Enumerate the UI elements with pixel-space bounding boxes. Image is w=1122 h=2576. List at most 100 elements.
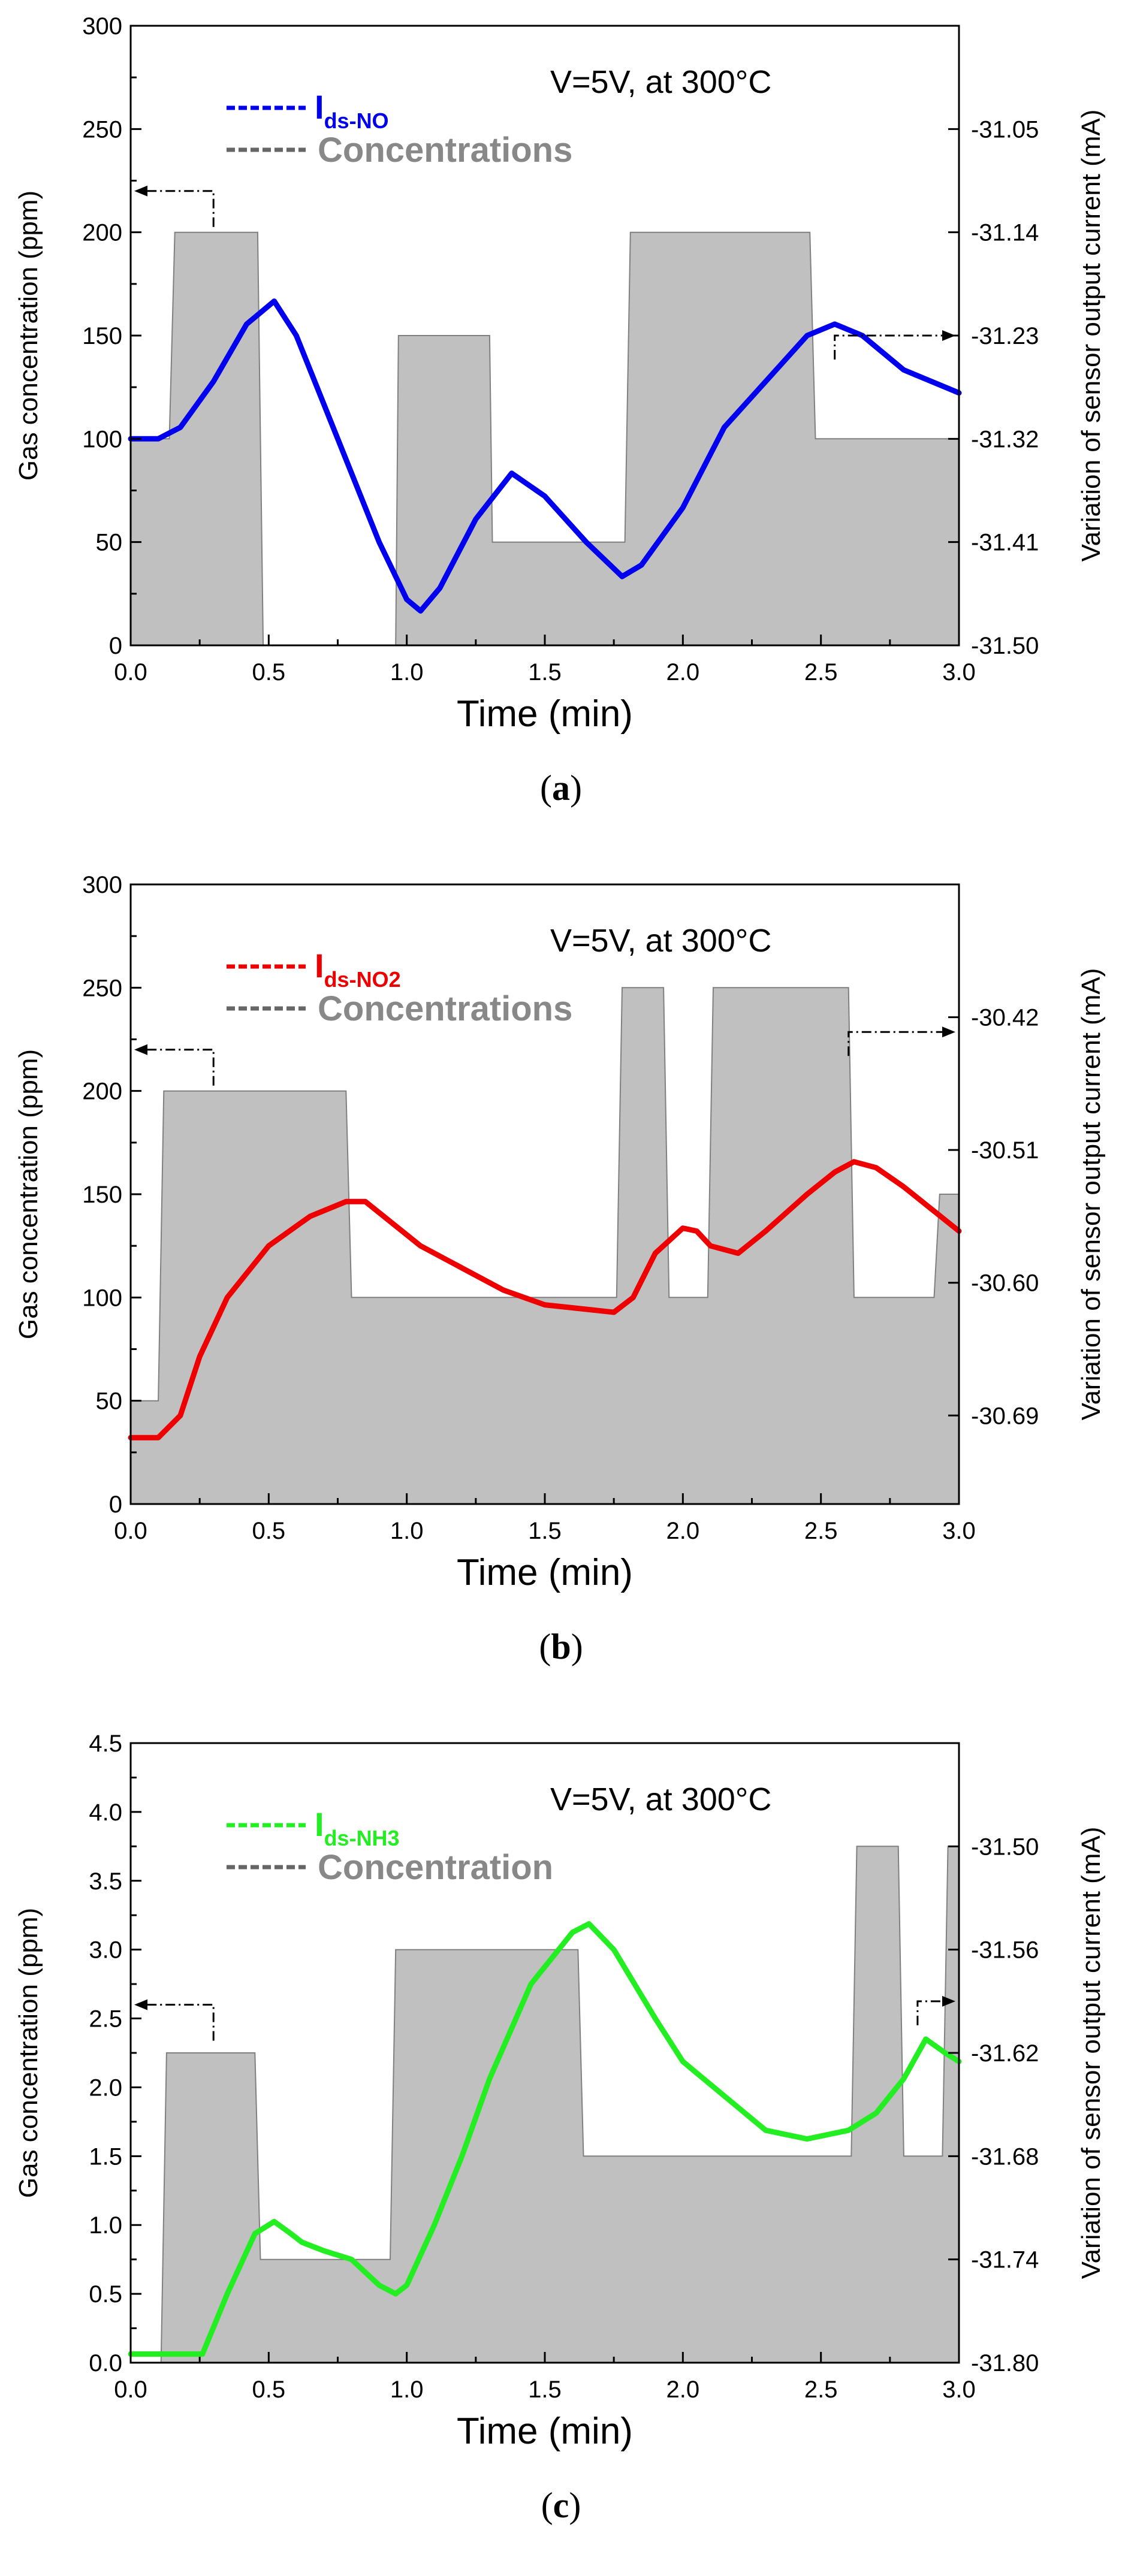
condition-annotation: V=5V, at 300°C <box>550 1781 771 1817</box>
right-axis-arrow <box>847 1031 946 1056</box>
caption-open-paren: ( <box>539 1627 551 1666</box>
legend-conc-label: Concentrations <box>318 989 572 1028</box>
y-tick-label: 50 <box>96 530 123 556</box>
concentration-area <box>130 231 960 646</box>
right-arrowhead <box>942 1026 955 1038</box>
legend-current-sub: ds-NH3 <box>324 1826 400 1850</box>
condition-annotation: V=5V, at 300°C <box>550 923 771 959</box>
y-axis-title: Gas concentration (ppm) <box>14 1908 43 2198</box>
y-tick-label: 4.5 <box>89 1731 122 1757</box>
x-tick-label: 2.0 <box>666 1518 700 1544</box>
x-tick-label: 1.5 <box>528 659 562 685</box>
x-tick-label: 3.0 <box>942 1518 976 1544</box>
y2-tick-label: -31.80 <box>971 2350 1039 2376</box>
x-tick-label: 0.0 <box>114 1518 147 1544</box>
y-tick-label: 150 <box>82 1182 122 1208</box>
x-tick-label: 1.0 <box>390 2376 424 2403</box>
y-tick-label: 300 <box>82 13 122 40</box>
legend-current-main: I <box>315 88 324 126</box>
x-tick-label: 0.0 <box>114 659 147 685</box>
x-tick-label: 1.5 <box>528 2376 562 2403</box>
y2-tick-label: -30.42 <box>971 1005 1039 1031</box>
y-tick-label: 3.5 <box>89 1868 122 1895</box>
y2-tick-label: -31.41 <box>971 530 1039 556</box>
y-tick-label: 200 <box>82 1079 122 1105</box>
y2-tick-label: -31.32 <box>971 426 1039 452</box>
y-tick-label: 4.0 <box>89 1799 122 1826</box>
x-axis-title: Time (min) <box>457 1552 633 1593</box>
y2-tick-label: -31.50 <box>971 633 1039 659</box>
x-tick-label: 2.5 <box>804 659 838 685</box>
caption-close-paren: ) <box>569 2486 581 2525</box>
y-tick-label: 50 <box>96 1388 123 1415</box>
y-axis-title: Gas concentration (ppm) <box>14 1049 43 1339</box>
y2-tick-label: -31.23 <box>971 323 1039 349</box>
right-arrowhead <box>942 330 955 341</box>
y2-tick-label: -30.51 <box>971 1137 1039 1164</box>
x-tick-label: 0.5 <box>252 2376 286 2403</box>
y2-tick-label: -31.14 <box>971 220 1039 246</box>
y-tick-label: 250 <box>82 116 122 143</box>
y-axis-title: Gas concentration (ppm) <box>14 191 43 481</box>
y-tick-label: 300 <box>82 872 122 898</box>
y2-tick-label: -31.68 <box>971 2143 1039 2170</box>
chart-panel-c: 0.0 0.5 1.0 1.5 2.0 2.5 3.0 0.0 0.5 1.0 1.5 2.0 2.5 3… <box>14 1731 1106 2525</box>
x-tick-label: 3.0 <box>942 659 976 685</box>
legend-current-label: Ids-NO2 <box>315 947 401 992</box>
left-arrowhead <box>134 185 147 197</box>
legend-current-sub: ds-NO2 <box>324 967 401 992</box>
y-tick-label: 100 <box>82 1285 122 1311</box>
panel-caption: (c) <box>541 2486 581 2525</box>
right-axis-arrow <box>834 334 946 360</box>
y-tick-label: 250 <box>82 975 122 1001</box>
y-tick-label: 100 <box>82 426 122 452</box>
y-tick-label: 1.5 <box>89 2143 122 2170</box>
chart-panel-a: 0.0 0.5 1.0 1.5 2.0 2.5 3.0 0 50 100 150 200 250 300 -… <box>14 13 1106 808</box>
left-axis-arrow <box>144 190 215 227</box>
legend-current-main: I <box>315 1805 324 1843</box>
y-tick-label: 0 <box>109 1491 122 1518</box>
legend-current-main: I <box>315 947 324 985</box>
x-tick-label: 1.0 <box>390 659 424 685</box>
left-axis-arrow <box>144 2004 215 2041</box>
y2-tick-label: -30.69 <box>971 1403 1039 1429</box>
y2-axis-title: Variation of sensor output current (mA) <box>1076 968 1106 1421</box>
right-axis-arrow <box>916 2000 946 2025</box>
condition-annotation: V=5V, at 300°C <box>550 64 771 100</box>
x-tick-label: 1.0 <box>390 1518 424 1544</box>
y2-tick-label: -30.60 <box>971 1270 1039 1297</box>
caption-close-paren: ) <box>571 1627 583 1666</box>
legend-conc-label: Concentration <box>318 1848 553 1887</box>
y2-tick-label: -31.62 <box>971 2040 1039 2067</box>
y-tick-label: 2.0 <box>89 2074 122 2101</box>
y-tick-label: 0.0 <box>89 2350 122 2376</box>
x-tick-label: 0.5 <box>252 1518 286 1544</box>
y2-axis-title: Variation of sensor output current (mA) <box>1076 110 1106 562</box>
x-tick-label: 2.0 <box>666 2376 700 2403</box>
x-tick-label: 0.0 <box>114 2376 147 2403</box>
current-line <box>128 1921 962 2357</box>
legend-current-label: Ids-NO <box>315 88 389 133</box>
right-arrowhead <box>942 1995 955 2007</box>
x-tick-label: 0.5 <box>252 659 286 685</box>
caption-letter: b <box>551 1627 571 1666</box>
caption-open-paren: ( <box>541 2486 553 2525</box>
legend-conc-label: Concentrations <box>318 131 572 170</box>
concentration-area <box>130 987 960 1505</box>
y2-tick-label: -31.74 <box>971 2247 1039 2273</box>
panel-caption: (a) <box>540 768 582 808</box>
y-tick-label: 200 <box>82 220 122 246</box>
left-axis-arrow <box>144 1049 215 1086</box>
x-tick-label: 2.5 <box>804 1518 838 1544</box>
caption-open-paren: ( <box>540 768 552 808</box>
x-axis-title: Time (min) <box>457 2411 633 2452</box>
y-tick-label: 150 <box>82 323 122 349</box>
y-tick-label: 3.0 <box>89 1937 122 1964</box>
concentration-area <box>131 1846 960 2363</box>
legend-current-label: Ids-NH3 <box>315 1805 400 1850</box>
y-tick-label: 1.0 <box>89 2212 122 2239</box>
x-tick-label: 2.0 <box>666 659 700 685</box>
left-arrowhead <box>134 1999 147 2010</box>
caption-close-paren: ) <box>570 768 582 808</box>
